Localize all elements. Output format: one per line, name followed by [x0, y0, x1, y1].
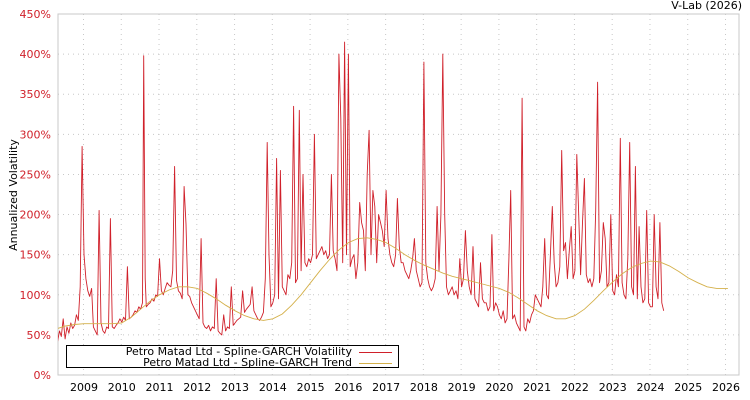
y-tick-label: 200% — [20, 209, 51, 222]
y-tick-label: 50% — [27, 329, 51, 342]
x-tick-label: 2024 — [636, 381, 664, 394]
legend-swatch-trend — [359, 362, 392, 364]
y-tick-label: 250% — [20, 168, 51, 181]
x-tick-label: 2014 — [259, 381, 287, 394]
x-tick-label: 2025 — [674, 381, 702, 394]
x-tick-label: 2013 — [221, 381, 249, 394]
x-tick-label: 2020 — [485, 381, 513, 394]
y-tick-label: 350% — [20, 88, 51, 101]
plot-frame — [57, 13, 740, 376]
chart-legend: Petro Matad Ltd - Spline-GARCH Volatilit… — [66, 345, 399, 369]
x-tick-label: 2010 — [108, 381, 136, 394]
x-tick-label: 2009 — [70, 381, 98, 394]
y-tick-label: 150% — [20, 249, 51, 262]
legend-item-trend: Petro Matad Ltd - Spline-GARCH Trend — [143, 357, 392, 369]
chart-grid — [58, 14, 739, 375]
y-tick-label: 450% — [20, 8, 51, 21]
trend-series-line — [58, 237, 728, 329]
x-tick-label: 2021 — [523, 381, 551, 394]
y-axis-ticks: 0% 50% 100% 150% 200% 250% 300% 350% 400% 450% — [20, 8, 51, 382]
x-tick-label: 2017 — [372, 381, 400, 394]
legend-swatch-volatility — [359, 351, 392, 353]
x-tick-label: 2016 — [334, 381, 362, 394]
x-tick-label: 2012 — [183, 381, 211, 394]
y-tick-label: 100% — [20, 289, 51, 302]
volatility-series-line — [58, 41, 665, 342]
legend-item-volatility: Petro Matad Ltd - Spline-GARCH Volatilit… — [126, 346, 392, 358]
y-axis-label: Annualized Volatility — [7, 139, 20, 251]
y-tick-label: 0% — [34, 369, 51, 382]
x-tick-label: 2015 — [297, 381, 325, 394]
x-tick-label: 2022 — [561, 381, 589, 394]
x-tick-label: 2019 — [448, 381, 476, 394]
y-tick-label: 400% — [20, 48, 51, 61]
x-axis-ticks: 2009 2010 2011 2012 2013 2014 2015 2016 2017 2018… — [70, 381, 740, 394]
x-tick-label: 2026 — [712, 381, 740, 394]
y-tick-label: 300% — [20, 128, 51, 141]
x-tick-label: 2011 — [146, 381, 174, 394]
x-tick-label: 2018 — [410, 381, 438, 394]
legend-label-trend: Petro Matad Ltd - Spline-GARCH Trend — [143, 356, 352, 369]
x-tick-label: 2023 — [599, 381, 627, 394]
chart-credit: V-Lab (2026) — [671, 0, 742, 12]
legend-label-volatility: Petro Matad Ltd - Spline-GARCH Volatilit… — [125, 345, 352, 358]
